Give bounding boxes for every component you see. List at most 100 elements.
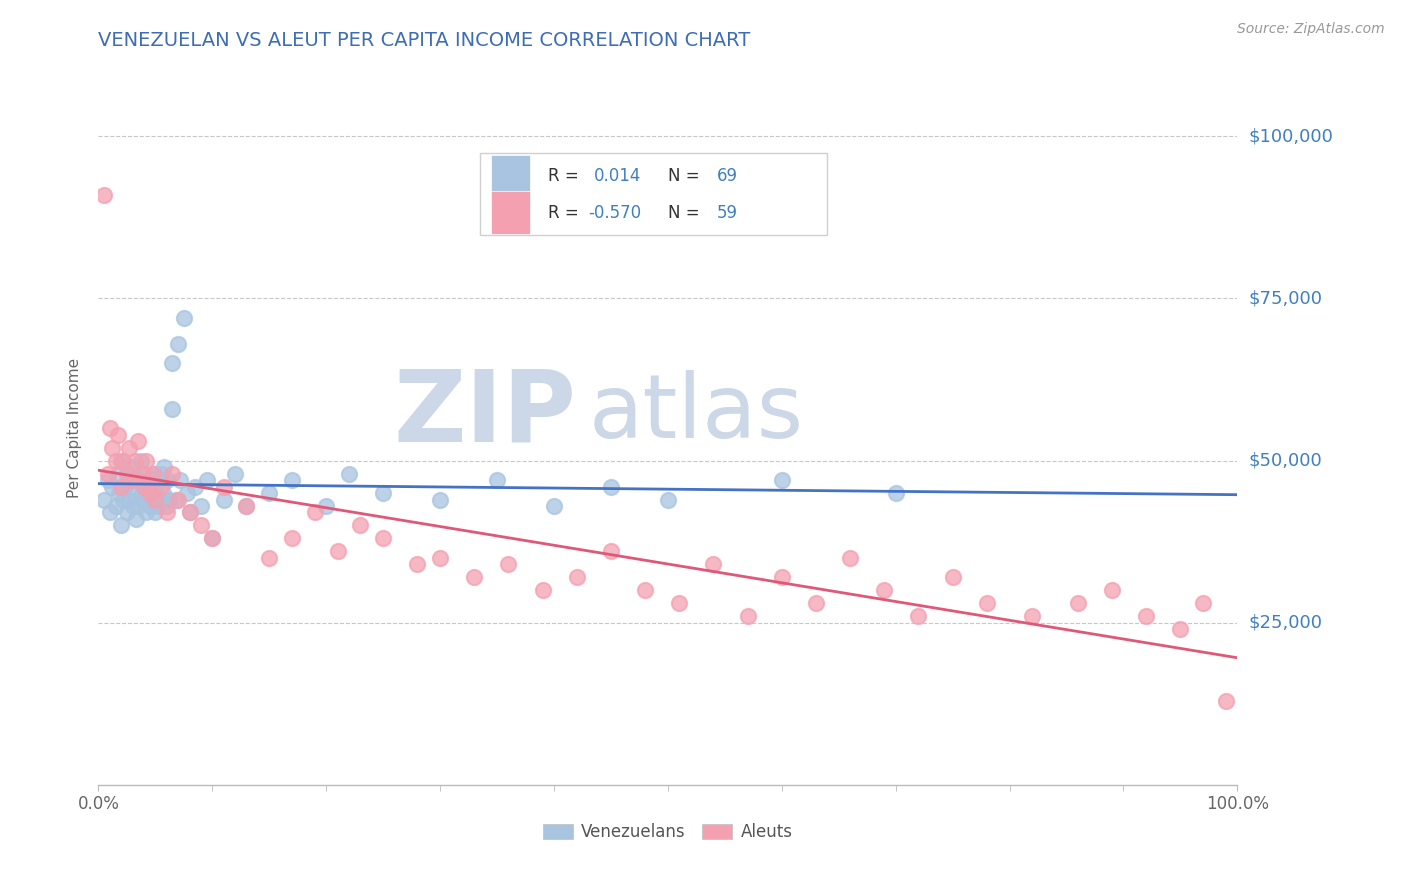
Point [1192,596,1215,610]
Point [104,499,127,513]
Point [371,486,394,500]
Text: R =: R = [548,168,585,186]
Point [162,401,184,416]
Point [120,473,142,487]
Point [131,467,153,481]
Point [153,460,176,475]
Point [129,453,152,467]
Point [145,506,167,520]
Point [145,479,167,493]
Point [101,441,124,455]
Point [201,532,224,546]
Point [152,486,174,500]
Point [281,532,304,546]
Point [429,550,451,565]
Point [131,486,153,500]
Legend: Venezuelans, Aleuts: Venezuelans, Aleuts [536,817,800,848]
Point [1021,609,1043,624]
Point [135,506,157,520]
Point [115,467,138,481]
Point [114,479,136,493]
Point [839,550,862,565]
Point [1101,583,1123,598]
Point [259,550,281,565]
Text: $25,000: $25,000 [1249,614,1323,632]
Point [132,479,155,493]
Text: N =: N = [668,203,704,221]
Point [148,473,170,487]
Point [98,506,121,520]
Point [115,467,138,481]
Point [101,479,124,493]
Text: 0.014: 0.014 [593,168,641,186]
Point [657,492,679,507]
Point [141,492,163,507]
Point [108,486,131,500]
Point [190,499,212,513]
Text: VENEZUELAN VS ALEUT PER CAPITA INCOME CORRELATION CHART: VENEZUELAN VS ALEUT PER CAPITA INCOME CO… [98,31,751,50]
Point [942,570,965,584]
Point [167,492,190,507]
Point [124,453,146,467]
Point [150,479,173,493]
Point [668,596,690,610]
Point [326,544,349,558]
Point [565,570,588,584]
Point [156,499,179,513]
Point [976,596,998,610]
Point [157,492,180,507]
Point [315,499,337,513]
Text: 59: 59 [717,203,738,221]
Point [150,492,173,507]
Point [770,473,793,487]
Point [112,492,135,507]
Point [429,492,451,507]
Point [1170,622,1192,636]
Point [531,583,554,598]
Point [96,473,118,487]
Point [371,532,394,546]
Point [142,467,165,481]
Point [167,336,190,351]
Point [118,441,141,455]
Text: atlas: atlas [588,370,803,458]
Point [138,499,160,513]
Point [259,486,281,500]
Point [93,492,115,507]
Point [201,532,224,546]
Point [179,506,201,520]
Point [406,558,429,572]
Point [224,467,246,481]
Point [138,486,160,500]
Point [107,467,129,481]
Text: N =: N = [668,168,704,186]
Point [121,460,143,475]
Point [98,421,121,435]
Point [169,473,191,487]
Point [212,492,235,507]
Point [121,473,143,487]
Point [150,467,173,481]
Y-axis label: Per Capita Income: Per Capita Income [67,358,83,499]
Point [127,434,149,449]
Point [93,187,115,202]
Point [1215,693,1237,707]
Point [135,453,157,467]
Point [115,506,138,520]
FancyBboxPatch shape [479,153,827,235]
Point [162,467,184,481]
Point [125,512,148,526]
Point [112,453,135,467]
Point [235,499,257,513]
Point [543,499,565,513]
Point [281,473,304,487]
Point [907,609,929,624]
Point [195,473,218,487]
Point [127,473,149,487]
Point [165,492,187,507]
Point [121,499,143,513]
Point [1067,596,1090,610]
Point [145,492,167,507]
Point [118,492,141,507]
Point [127,499,149,513]
